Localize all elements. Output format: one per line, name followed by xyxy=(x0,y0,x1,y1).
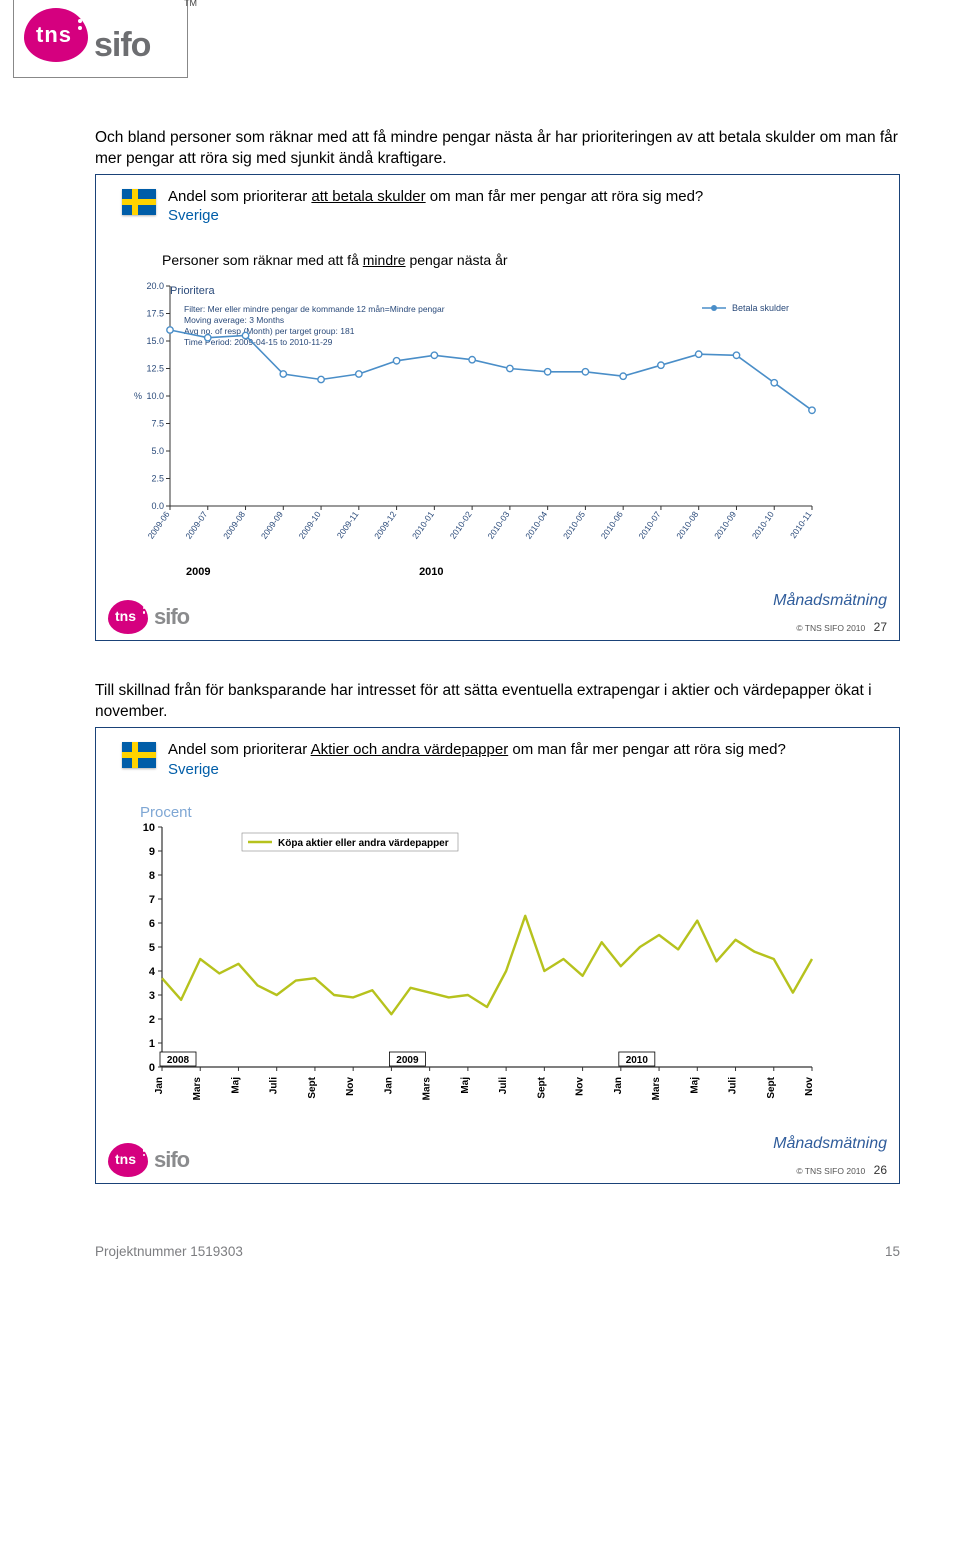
svg-text:20.0: 20.0 xyxy=(146,282,164,291)
svg-text:Nov: Nov xyxy=(345,1076,356,1095)
svg-text:2010-11: 2010-11 xyxy=(788,510,814,541)
svg-text:2: 2 xyxy=(149,1014,155,1026)
svg-text:2009-09: 2009-09 xyxy=(259,510,285,542)
svg-text:2.5: 2.5 xyxy=(151,474,164,484)
flag-icon xyxy=(122,189,156,215)
slide2-title: Andel som prioriterar Aktier och andra v… xyxy=(168,740,873,760)
svg-text:4: 4 xyxy=(149,966,156,978)
svg-text:Maj: Maj xyxy=(230,1076,241,1093)
svg-text:%: % xyxy=(134,391,142,401)
svg-text:2010: 2010 xyxy=(626,1055,649,1066)
svg-text:Maj: Maj xyxy=(460,1076,471,1093)
svg-text:2010-10: 2010-10 xyxy=(750,510,776,542)
svg-text:10: 10 xyxy=(143,822,155,834)
svg-text:6: 6 xyxy=(149,918,155,930)
svg-text:7.5: 7.5 xyxy=(151,419,164,429)
project-number: Projektnummer 1519303 xyxy=(95,1244,243,1259)
header-logo: TM tns sifo xyxy=(13,0,188,78)
logo-sifo: sifo xyxy=(94,26,150,65)
chart-aktier: 0 1 2 3 4 5 6 7 8 9 10 Jan Mars Maj Juli Sept Nov Jan Mars… xyxy=(122,821,873,1121)
svg-text:Juli: Juli xyxy=(728,1076,739,1093)
svg-text:3: 3 xyxy=(149,990,155,1002)
intro-paragraph-1: Och bland personer som räknar med att få… xyxy=(95,128,900,170)
slide-betala-skulder: Andel som prioriterar att betala skulder… xyxy=(95,174,900,642)
svg-text:5.0: 5.0 xyxy=(151,446,164,456)
svg-text:Juli: Juli xyxy=(498,1076,509,1093)
svg-text:Sept: Sept xyxy=(536,1076,547,1098)
svg-text:5: 5 xyxy=(149,942,155,954)
page-footer: Projektnummer 1519303 15 xyxy=(95,1244,900,1259)
procent-label: Procent xyxy=(140,804,873,821)
svg-text:Sept: Sept xyxy=(766,1076,777,1098)
slide1-title: Andel som prioriterar att betala skulder… xyxy=(168,187,873,207)
svg-text:2010-01: 2010-01 xyxy=(410,510,436,542)
svg-text:Mars: Mars xyxy=(651,1076,662,1100)
slide2-mini-logo: tns sifo xyxy=(108,1143,189,1177)
slide1-country: Sverige xyxy=(168,207,873,224)
svg-text:2010-07: 2010-07 xyxy=(636,510,662,542)
svg-text:8: 8 xyxy=(149,870,155,882)
tm: TM xyxy=(184,0,197,8)
svg-text:15.0: 15.0 xyxy=(146,336,164,346)
svg-text:2010-05: 2010-05 xyxy=(561,510,587,542)
svg-text:2009-10: 2009-10 xyxy=(297,510,323,542)
slide2-manad: Månadsmätning xyxy=(773,1135,887,1153)
svg-text:12.5: 12.5 xyxy=(146,364,164,374)
svg-text:Mars: Mars xyxy=(422,1076,433,1100)
svg-text:2010-08: 2010-08 xyxy=(674,510,700,542)
svg-text:2008: 2008 xyxy=(167,1055,190,1066)
svg-text:Nov: Nov xyxy=(575,1076,586,1095)
svg-text:2010-04: 2010-04 xyxy=(523,510,549,542)
svg-text:2009-08: 2009-08 xyxy=(221,510,247,542)
svg-text:Moving average: 3 Months: Moving average: 3 Months xyxy=(184,315,284,325)
svg-text:1: 1 xyxy=(149,1038,155,1050)
svg-text:0: 0 xyxy=(149,1062,155,1074)
svg-text:7: 7 xyxy=(149,894,155,906)
svg-text:2009-07: 2009-07 xyxy=(183,510,209,542)
svg-text:Juli: Juli xyxy=(269,1076,280,1093)
slide1-subhead: Personer som räknar med att få mindre pe… xyxy=(162,252,873,268)
svg-text:Nov: Nov xyxy=(804,1076,815,1095)
slide1-manad: Månadsmätning xyxy=(773,592,887,610)
svg-text:Prioritera: Prioritera xyxy=(170,285,216,297)
slide1-mini-logo: tns sifo xyxy=(108,600,189,634)
svg-text:2009-12: 2009-12 xyxy=(372,510,398,542)
svg-text:Jan: Jan xyxy=(154,1077,165,1094)
intro-paragraph-2: Till skillnad från för banksparande har … xyxy=(95,681,900,723)
chart1-year-2009: 2009 xyxy=(186,566,416,578)
svg-text:2009-06: 2009-06 xyxy=(146,510,172,542)
svg-text:Jan: Jan xyxy=(383,1077,394,1094)
svg-text:Maj: Maj xyxy=(689,1076,700,1093)
svg-text:Betala skulder: Betala skulder xyxy=(732,303,789,313)
svg-text:2009-11: 2009-11 xyxy=(335,510,361,541)
slide-aktier: Andel som prioriterar Aktier och andra v… xyxy=(95,727,900,1184)
svg-text:2010-03: 2010-03 xyxy=(485,510,511,542)
svg-text:Jan: Jan xyxy=(613,1077,624,1094)
svg-text:Mars: Mars xyxy=(192,1076,203,1100)
svg-text:2010-06: 2010-06 xyxy=(599,510,625,542)
svg-text:2010-02: 2010-02 xyxy=(448,510,474,542)
svg-text:Filter: Mer eller mindre penga: Filter: Mer eller mindre pengar de komma… xyxy=(184,304,445,314)
slide2-country: Sverige xyxy=(168,761,873,778)
svg-text:2010-09: 2010-09 xyxy=(712,510,738,542)
svg-text:Köpa aktier eller andra värdep: Köpa aktier eller andra värdepapper xyxy=(278,838,449,849)
svg-text:Sept: Sept xyxy=(307,1076,318,1098)
page-number: 15 xyxy=(885,1244,900,1259)
logo-pill: tns xyxy=(24,8,88,62)
svg-text:17.5: 17.5 xyxy=(146,309,164,319)
svg-text:2009: 2009 xyxy=(396,1055,419,1066)
svg-text:9: 9 xyxy=(149,846,155,858)
chart-betala-skulder: Prioritera Filter: Mer eller mindre penga… xyxy=(122,282,873,562)
flag-icon-2 xyxy=(122,742,156,768)
svg-text:10.0: 10.0 xyxy=(146,391,164,401)
svg-text:0.0: 0.0 xyxy=(151,501,164,511)
chart1-year-2010: 2010 xyxy=(419,566,443,578)
